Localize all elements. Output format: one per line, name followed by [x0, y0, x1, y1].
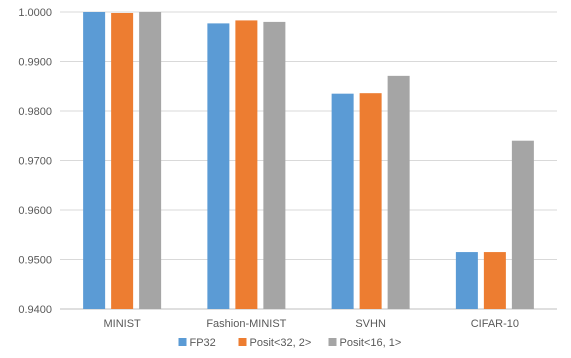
legend-swatch [328, 338, 337, 346]
gridlines [60, 11, 557, 310]
x-category-label: Fashion-MINIST [206, 318, 286, 330]
bars [83, 12, 534, 310]
y-axis-ticks: 0.9400 0.9500 0.9600 0.9700 0.9800 0.9900 1.00… [18, 7, 52, 316]
bar-cifar-10-1 [483, 252, 506, 309]
bar-cifar-10-2 [511, 140, 534, 309]
legend-swatch [238, 338, 247, 346]
x-category-label: MINIST [103, 318, 141, 330]
y-tick-label: 0.9900 [18, 57, 52, 69]
bar-minist-1 [111, 12, 134, 310]
bar-cifar-10-0 [455, 252, 478, 309]
bar-svhn-2 [387, 75, 410, 309]
x-axis-categories: MINIST Fashion-MINIST SVHN CIFAR-10 [103, 318, 519, 330]
legend-label: FP32 [190, 337, 216, 349]
bar-fashion-minist-1 [235, 20, 258, 309]
y-tick-label: 0.9600 [18, 205, 52, 217]
bar-fashion-minist-0 [207, 23, 230, 309]
legend: FP32 Posit<32, 2> Posit<16, 1> [178, 337, 402, 349]
legend-label: Posit<32, 2> [250, 337, 312, 349]
legend-label: Posit<16, 1> [340, 337, 402, 349]
y-tick-label: 0.9400 [18, 304, 52, 316]
y-tick-label: 0.9800 [18, 106, 52, 118]
y-tick-label: 0.9700 [18, 156, 52, 168]
x-category-label: SVHN [355, 318, 386, 330]
bar-svhn-1 [359, 93, 382, 310]
y-tick-label: 1.0000 [18, 7, 52, 19]
bar-minist-0 [83, 12, 106, 309]
x-category-label: CIFAR-10 [471, 318, 519, 330]
legend-swatch [178, 338, 187, 346]
bar-svhn-0 [331, 93, 354, 309]
bar-fashion-minist-2 [263, 21, 286, 310]
bar-minist-2 [139, 12, 162, 309]
y-tick-label: 0.9500 [18, 255, 52, 267]
